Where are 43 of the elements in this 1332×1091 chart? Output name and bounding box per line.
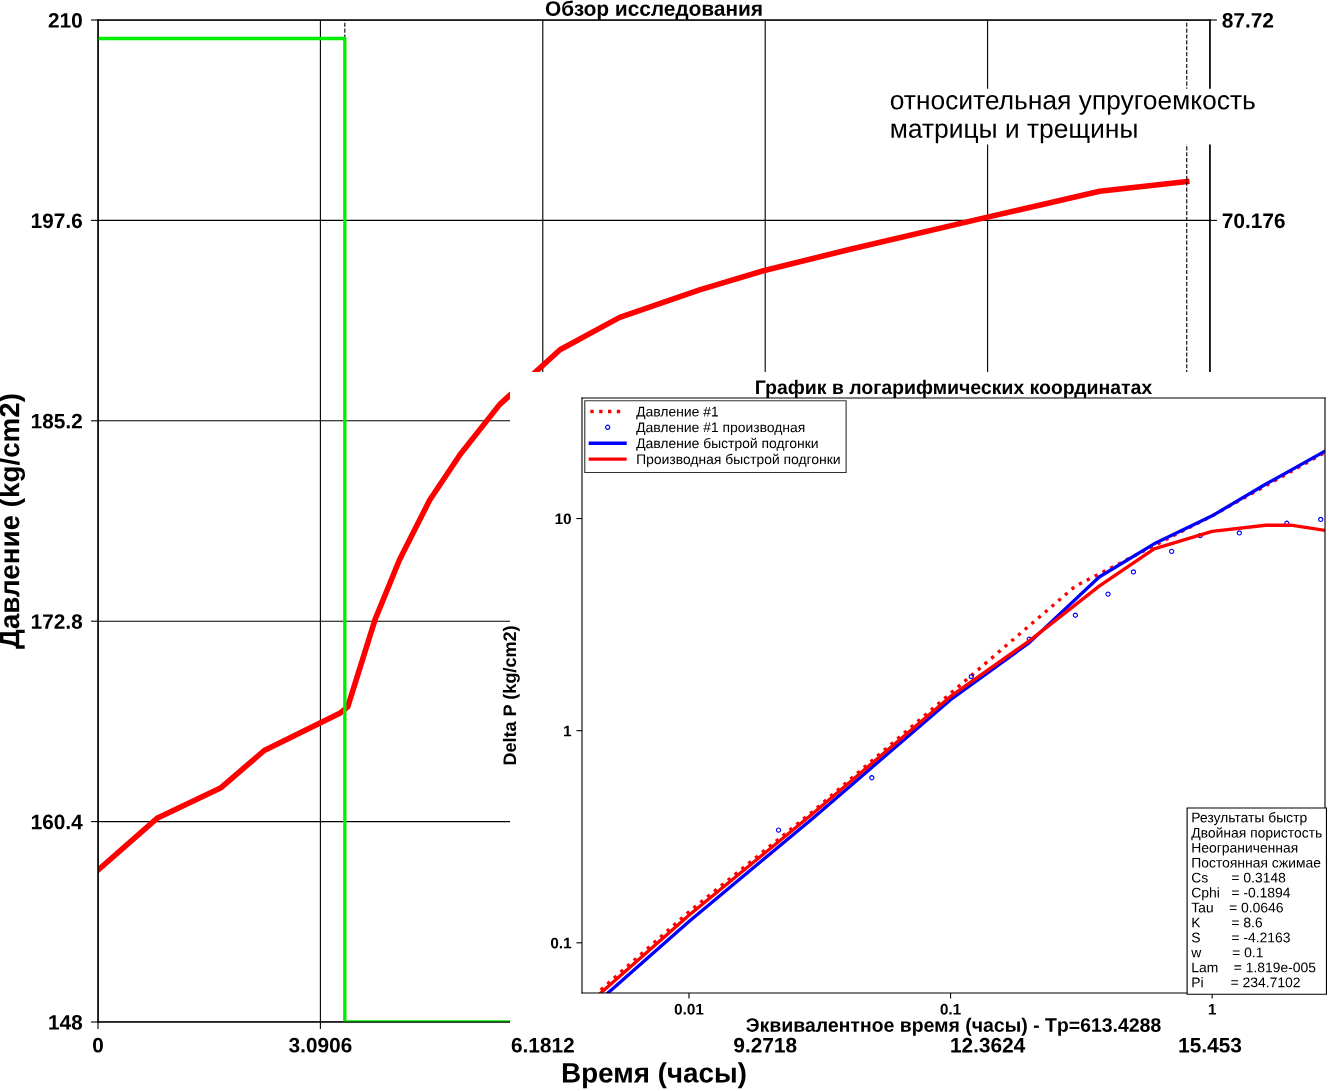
y-axis-title: Давление (kg/cm2) (0, 394, 26, 649)
x-tick-label: 0.01 (674, 1003, 704, 1015)
annotation: Результаты быстр (1192, 812, 1307, 826)
x-tick-label: 0 (93, 1037, 103, 1053)
annotation: Cs = 0.3148 (1191, 872, 1286, 883)
legend-label: Давление #1 производная (636, 422, 805, 436)
annotation: Pi = 234.7102 (1192, 977, 1300, 988)
annotation: Двойная пористость (1191, 827, 1322, 841)
legend-label: Производная быстрой подгонки (637, 453, 840, 467)
y-tick-label: 1 (564, 725, 572, 737)
y-tick-label: 10 (555, 513, 571, 525)
y2-tick-label: 70.176 (1222, 213, 1285, 229)
y-axis-title: Delta P (kg/cm2) (502, 626, 520, 765)
x-tick-label: 9.2718 (734, 1037, 797, 1053)
y-tick-label: 0.1 (550, 937, 572, 949)
annotation: Неограниченная (1192, 842, 1298, 856)
y-tick-label: 210 (48, 13, 82, 28)
y2-tick-label: 87.72 (1222, 13, 1274, 28)
annotation: K = 8.6 (1192, 917, 1263, 928)
y-tick-label: 185.2 (31, 413, 82, 429)
x-tick-label: 15.453 (1179, 1037, 1242, 1053)
annotation: Cphi = -0.1894 (1191, 887, 1291, 901)
annotation: S = -4.2163 (1191, 932, 1290, 943)
legend-label: Давление #1 (636, 406, 718, 420)
annotation: w = 0.1 (1191, 947, 1263, 958)
x-axis-title: Время (часы) (562, 1062, 746, 1089)
x-tick-label: 6.1812 (511, 1037, 574, 1053)
y-tick-label: 148 (49, 1015, 83, 1030)
x-tick-label: 3.0906 (289, 1037, 352, 1053)
y-tick-label: 197.6 (31, 213, 82, 229)
chart-title: График в логарифмических координатах (756, 379, 1153, 398)
x-tick-label: 1 (1208, 1003, 1216, 1015)
x-tick-label: 12.3624 (951, 1037, 1026, 1053)
legend-label: Давление быстрой подгонки (636, 437, 818, 451)
annotation: Постоянная сжимае (1192, 857, 1321, 868)
x-axis-title: Эквивалентное время (часы) - Tp=613.4288 (746, 1017, 1161, 1036)
annotation: Lam = 1.819e-005 (1192, 962, 1316, 973)
x-tick-label: 0.1 (940, 1003, 961, 1015)
annotation: относительная упругоемкость матрицы и трещины (890, 95, 1255, 144)
y-tick-label: 172.8 (31, 614, 83, 629)
chart-title: Обзор исследования (545, 0, 762, 20)
y-tick-label: 160.4 (31, 814, 83, 830)
annotation: Tau = 0.0646 (1191, 902, 1283, 913)
